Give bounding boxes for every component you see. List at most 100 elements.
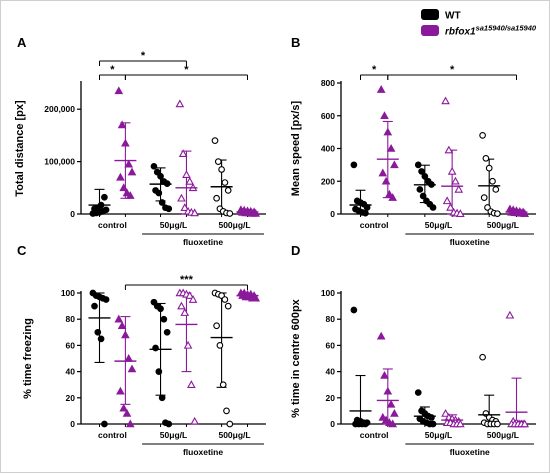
data-point	[442, 196, 452, 205]
group-wt-500	[210, 289, 234, 428]
data-point	[520, 209, 530, 217]
data-point	[165, 205, 173, 213]
panel-B: B Mean speed [px/s] 0 200 400 600 800 control 50…	[290, 35, 536, 247]
data-point	[157, 172, 164, 180]
legend-label-1: rbfox1sa15940/sa15940	[445, 24, 537, 38]
y-tick-label: 40	[326, 367, 336, 377]
sig-label: *	[110, 64, 115, 76]
data-point	[456, 209, 465, 217]
data-point	[183, 340, 193, 349]
data-point	[480, 194, 488, 201]
data-point	[188, 295, 198, 303]
data-point	[101, 420, 108, 428]
sig-label: *	[372, 64, 377, 76]
data-point	[386, 399, 396, 408]
data-point	[218, 166, 225, 173]
x-group-label-500: 500μg/L	[218, 430, 250, 440]
y-tick-label: 60	[66, 340, 76, 350]
data-point	[251, 208, 261, 217]
y-tick-label: 40	[66, 367, 76, 377]
data-point	[485, 164, 493, 172]
data-point	[456, 419, 465, 428]
data-point	[494, 420, 501, 428]
data-point	[178, 149, 188, 158]
data-point	[160, 315, 168, 323]
data-point	[125, 191, 135, 199]
data-point	[177, 193, 186, 202]
data-point	[429, 420, 437, 428]
legend-label-text-0: WT	[445, 11, 461, 22]
y-tick-label: 80	[326, 314, 336, 324]
significance-bracket: *	[360, 64, 389, 80]
group-mut-50	[175, 99, 199, 217]
data-point	[418, 168, 425, 175]
data-point	[94, 328, 102, 336]
data-point	[163, 328, 171, 336]
data-point	[223, 407, 230, 415]
x-group-label-50: 50μg/L	[160, 430, 187, 440]
data-point	[127, 364, 137, 373]
data-point	[446, 202, 455, 211]
y-tick-label: 800	[321, 78, 335, 88]
sig-label: *	[141, 50, 146, 62]
data-point	[224, 302, 232, 310]
x-group-label-50: 50μg/L	[425, 430, 452, 440]
x-group-label-50: 50μg/L	[425, 220, 452, 230]
x-group-label-500: 500μg/L	[487, 430, 519, 440]
data-point	[388, 193, 398, 201]
data-point	[213, 194, 220, 202]
data-point	[362, 420, 369, 428]
data-point	[383, 386, 393, 395]
x-group-label-control: control	[360, 430, 389, 440]
legend-superscript-1: sa15940/sa15940	[476, 24, 537, 33]
data-point	[125, 419, 135, 428]
data-point	[221, 179, 229, 186]
y-tick-label: 600	[321, 111, 335, 121]
sig-label: ***	[180, 274, 194, 286]
group-mut-500	[505, 310, 530, 428]
data-point	[479, 353, 486, 361]
data-point	[155, 189, 163, 197]
data-point	[386, 143, 396, 152]
y-tick-label: 80	[66, 314, 76, 324]
group-wt-control	[349, 161, 372, 217]
legend-swatch-1	[421, 25, 439, 36]
x-axis-title-fluoxetine: fluoxetine	[183, 447, 223, 457]
y-axis-title: % time freezing	[22, 318, 34, 399]
data-point	[185, 291, 195, 299]
data-point	[102, 206, 110, 214]
data-point	[350, 161, 358, 169]
data-point	[429, 204, 437, 211]
group-mut-control	[376, 331, 399, 428]
data-point	[97, 335, 105, 343]
data-point	[251, 293, 261, 302]
data-point	[421, 172, 429, 180]
data-point	[494, 210, 501, 218]
data-point	[482, 154, 490, 162]
significance-bracket: ***	[124, 274, 248, 290]
group-wt-50	[149, 162, 173, 213]
data-point	[226, 210, 234, 217]
y-axis-title: Total distance [px]	[14, 100, 26, 197]
legend: WT rbfox1sa15940/sa15940	[421, 9, 537, 38]
x-group-label-control: control	[98, 430, 127, 440]
data-point	[376, 331, 386, 340]
data-point	[454, 184, 464, 193]
group-mut-50	[441, 96, 465, 217]
data-point	[213, 322, 220, 330]
panel-D: D % time in centre 600px 0 20 40 60 80 100 contr…	[290, 243, 536, 457]
data-point	[185, 176, 195, 185]
significance-bracket: *	[99, 64, 126, 80]
data-point	[380, 370, 389, 379]
data-point	[492, 186, 500, 193]
data-point	[441, 408, 450, 417]
panel-letter-C: C	[17, 243, 27, 258]
data-point	[155, 368, 163, 375]
legend-swatch-0	[421, 9, 439, 20]
group-wt-50	[149, 298, 173, 428]
group-wt-50	[413, 389, 437, 428]
panel-A: A Total distance [px] 0 100,000 200,000 contr…	[14, 35, 266, 247]
data-point	[362, 209, 369, 217]
